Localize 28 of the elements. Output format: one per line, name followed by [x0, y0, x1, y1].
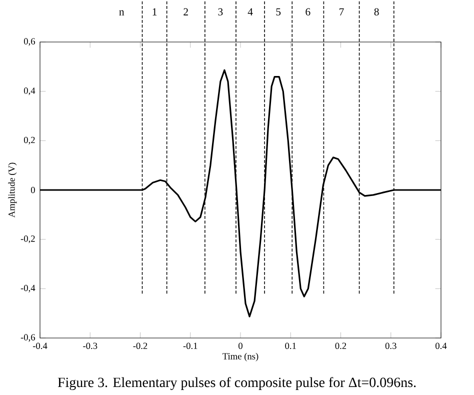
text: 5: [276, 8, 281, 16]
x-tick-label: -0.2: [133, 342, 148, 350]
x-tick-label: 0.3: [385, 342, 396, 350]
text: 1: [152, 8, 157, 16]
x-tick-label: -0.1: [183, 342, 198, 350]
x-tick-label: 0.2: [335, 342, 346, 350]
y-tick-label: 0,6: [24, 38, 36, 46]
y-tick-label: 0,2: [24, 136, 35, 144]
y-axis-title: Amplitude (V): [8, 162, 17, 218]
y-tick-label: -0,2: [20, 236, 35, 244]
text: n: [119, 10, 124, 16]
text: 8: [374, 8, 379, 16]
x-tick-label: 0.1: [285, 342, 296, 350]
text: 7: [340, 8, 344, 16]
text: 3: [218, 8, 223, 16]
x-tick-label: -0.3: [83, 342, 98, 350]
x-axis-title: Time (ns): [222, 352, 258, 362]
y-tick-label: 0,4: [24, 88, 36, 96]
y-tick-label: -0,6: [20, 334, 36, 342]
y-tick-label: -0,4: [20, 284, 36, 292]
text: 6: [306, 8, 310, 16]
x-tick-label: -0.4: [32, 342, 48, 350]
x-tick-label: 0: [238, 342, 242, 349]
caption: Figure 3. Elementary pulses of composite pulse for Δt=0.096ns.: [58, 377, 416, 390]
text: 2: [184, 8, 188, 16]
y-tick-label: 0: [30, 186, 35, 194]
x-tick-label: 0.4: [436, 342, 447, 350]
text: 4: [248, 8, 253, 16]
